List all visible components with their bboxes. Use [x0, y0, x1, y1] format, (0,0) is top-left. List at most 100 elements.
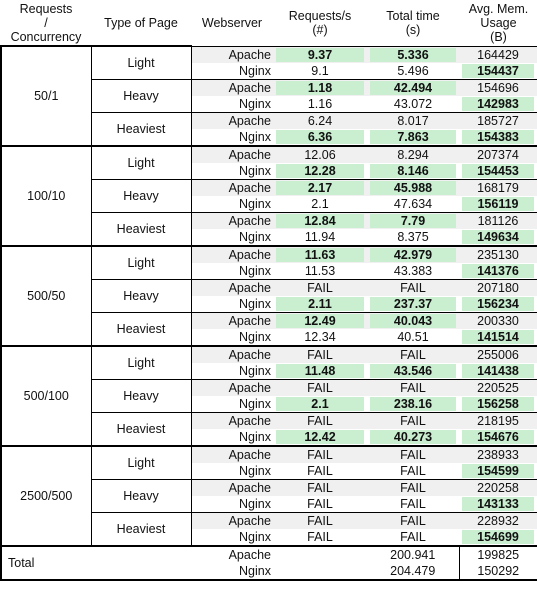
req-cell: 9.1 — [273, 63, 367, 80]
requests-value: 12.49 — [276, 313, 364, 328]
mem-cell: 156258 — [459, 395, 537, 412]
table-row: Nginx FAIL FAIL 143133 — [1, 495, 537, 513]
total-time-value: FAIL — [400, 280, 426, 295]
total-time-value: 7.79 — [370, 213, 456, 228]
memory-value: 142983 — [462, 96, 534, 111]
table-row: 500/100 Light Apache FAIL FAIL 255006 — [0, 344, 537, 447]
concurrency-cell: 500/50 — [0, 244, 92, 347]
table-row: 100/10 Light Apache 12.06 8.294 207374 — [0, 144, 537, 247]
requests-value: 12.06 — [304, 147, 336, 162]
req-cell: FAIL — [273, 478, 367, 496]
webserver-cell: Nginx — [239, 96, 271, 111]
requests-value: 2.1 — [276, 396, 364, 411]
page-type-cell: Heaviest — [90, 511, 192, 547]
webserver-cell: Apache — [191, 445, 273, 463]
time-cell: 43.383 — [367, 263, 459, 280]
page-type-cell: Heaviest — [90, 411, 192, 447]
header-requests-line1: Requests/s — [288, 8, 352, 23]
req-cell: 12.28 — [273, 163, 367, 180]
table-row: Heaviest Apache FAIL FAIL 228932 — [1, 511, 537, 547]
memory-value: 181126 — [477, 213, 519, 228]
requests-value: 2.17 — [276, 180, 364, 195]
webserver-cell: Nginx — [239, 196, 271, 211]
mem-cell: 164429 — [459, 45, 537, 63]
table-row: Nginx 12.42 40.273 154676 — [1, 428, 537, 447]
mem-cell: 218195 — [459, 411, 537, 429]
mem-cell: 156234 — [459, 295, 537, 312]
total-time-value: 40.043 — [370, 313, 456, 328]
total-time-value: 45.988 — [370, 180, 456, 195]
mem-cell: 168179 — [459, 178, 537, 196]
req-cell: 6.36 — [273, 128, 367, 147]
mem-cell: 185727 — [459, 111, 537, 129]
webserver-cell: Nginx — [191, 428, 273, 447]
time-cell: FAIL — [367, 478, 459, 496]
req-cell: 1.16 — [273, 96, 367, 113]
total-time-value: 8.375 — [397, 229, 429, 244]
total-webserver-cell: Nginx — [191, 562, 273, 581]
time-cell: 8.146 — [367, 163, 459, 180]
header-requests: Requests/s (#) — [273, 0, 367, 46]
mem-cell: 154437 — [459, 62, 537, 79]
time-cell: FAIL — [367, 411, 459, 429]
time-cell: 7.863 — [367, 128, 459, 147]
memory-value: 156258 — [462, 396, 534, 411]
table-row: Nginx 6.36 7.863 154383 — [1, 128, 537, 147]
table-body: 50/1 Light Apache 9.37 5.336 164429 Nginx 9.1 5.… — [0, 45, 537, 547]
req-cell: 11.63 — [273, 245, 367, 263]
total-row: Total Apache 200.941 199825 — [0, 544, 537, 581]
time-cell: FAIL — [367, 445, 459, 463]
header-time-line1: Total time — [386, 8, 440, 23]
total-time-value: 237.37 — [370, 296, 456, 311]
mem-cell: 255006 — [459, 345, 537, 363]
time-cell: FAIL — [367, 528, 459, 547]
concurrency-cell: 50/1 — [0, 45, 92, 147]
total-time-value: 40.273 — [370, 429, 456, 444]
page-type-cell: Heaviest — [90, 311, 192, 347]
page-type-cell: Light — [90, 45, 192, 79]
requests-value: 11.48 — [276, 363, 364, 378]
memory-value: 154696 — [477, 80, 519, 95]
memory-value: 207180 — [477, 280, 519, 295]
mem-cell: 149634 — [459, 228, 537, 247]
time-cell: 42.979 — [367, 245, 459, 263]
total-time-value: FAIL — [400, 380, 426, 395]
table-row: Nginx 1.16 43.072 142983 — [1, 95, 537, 113]
header-memory-line3: (B) — [490, 29, 507, 44]
time-cell: FAIL — [367, 511, 459, 529]
time-cell: 5.336 — [367, 45, 459, 63]
header-time-line2: (s) — [405, 22, 421, 37]
webserver-cell: Nginx — [239, 263, 271, 278]
table-row: Nginx 2.1 238.16 156258 — [1, 395, 537, 412]
time-cell: FAIL — [367, 463, 459, 480]
webserver-cell: Nginx — [239, 496, 271, 511]
webserver-cell: Apache — [191, 278, 273, 296]
requests-value: 9.1 — [311, 63, 329, 78]
memory-value: 154599 — [462, 463, 534, 478]
mem-cell: 238933 — [459, 445, 537, 463]
memory-value: 218195 — [477, 413, 519, 428]
table-row: Nginx 12.28 8.146 154453 — [1, 162, 537, 180]
requests-value: 1.18 — [276, 80, 364, 95]
webserver-cell: Nginx — [191, 328, 273, 347]
req-cell: FAIL — [273, 496, 367, 513]
mem-cell: 154696 — [459, 78, 537, 96]
requests-value: 1.16 — [307, 96, 333, 111]
header-concurrency-line2: / — [44, 15, 48, 30]
total-time-value: 42.979 — [370, 247, 456, 262]
requests-value: FAIL — [307, 463, 333, 478]
mem-cell: 141438 — [459, 362, 537, 379]
total-label: Total — [0, 544, 191, 581]
total-time-value: 204.479 — [367, 562, 459, 581]
header-memory-line1: Avg. Mem. — [468, 1, 529, 16]
mem-cell: 154383 — [459, 128, 537, 147]
total-time-value: 43.546 — [370, 363, 456, 378]
table-row: Heaviest Apache FAIL FAIL 218195 — [1, 411, 537, 447]
total-time-value: FAIL — [400, 513, 426, 528]
memory-value: 154676 — [462, 429, 534, 444]
requests-value: 11.53 — [304, 263, 336, 278]
total-time-value: 5.336 — [370, 47, 456, 62]
webserver-cell: Apache — [191, 178, 273, 196]
total-time-value: 5.496 — [397, 63, 429, 78]
memory-value: 168179 — [477, 180, 519, 195]
